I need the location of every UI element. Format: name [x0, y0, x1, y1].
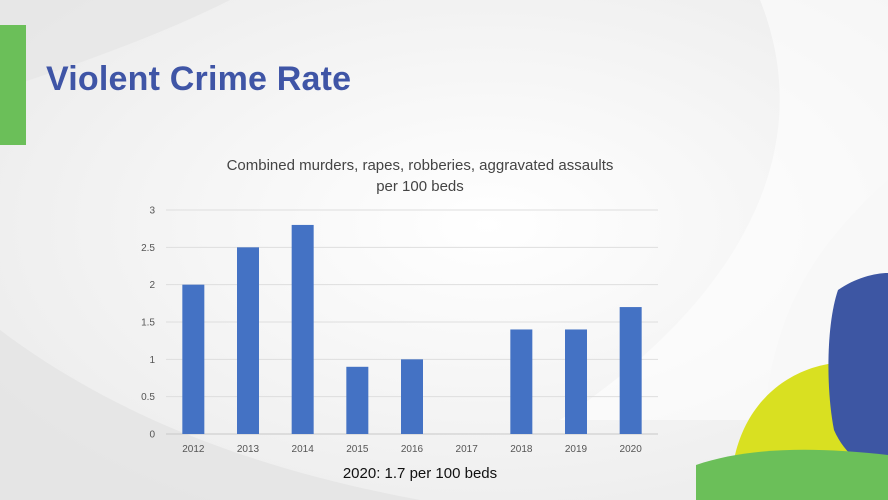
decorative-shapes: [696, 273, 888, 500]
bar-2013: [237, 247, 259, 434]
bar-2020: [619, 307, 642, 434]
bar-2018: [510, 329, 533, 434]
bar-2016: [401, 359, 423, 434]
x-tick-label: 2014: [292, 444, 315, 455]
x-tick-label: 2018: [510, 444, 533, 455]
slide-title: Violent Crime Rate: [46, 60, 352, 98]
bar-2019: [565, 329, 587, 434]
slide-caption: 2020: 1.7 per 100 beds: [342, 465, 498, 482]
y-tick-label: 2: [149, 280, 155, 291]
x-axis-labels: 2012 2013 2014 2015 2016 2017 2018 2019 2020: [182, 444, 642, 455]
bar-2014: [291, 224, 314, 434]
chart-title-line-1: Combined murders, rapes, robberies, aggr…: [226, 157, 614, 174]
x-tick-label: 2016: [401, 444, 424, 455]
title-accent-bar: [0, 25, 26, 145]
x-tick-label: 2019: [565, 444, 588, 455]
x-tick-label: 2012: [182, 444, 205, 455]
y-tick-label: 0.5: [141, 392, 155, 403]
x-tick-label: 2013: [237, 444, 260, 455]
y-tick-label: 1.5: [141, 318, 155, 329]
x-tick-label: 2015: [346, 444, 369, 455]
x-tick-label: 2017: [456, 444, 479, 455]
chart-title-line-2: per 100 beds: [376, 178, 464, 195]
y-tick-label: 0: [149, 430, 155, 441]
bar-2015: [346, 366, 369, 434]
y-tick-label: 1: [149, 355, 155, 366]
y-tick-label: 3: [149, 206, 155, 217]
x-tick-label: 2020: [620, 444, 643, 455]
bar-2012: [182, 284, 205, 434]
y-tick-label: 2.5: [141, 243, 155, 254]
chart-bars: [182, 224, 642, 434]
y-axis-labels: 0 0.5 1 1.5 2 2.5 3: [141, 206, 155, 441]
